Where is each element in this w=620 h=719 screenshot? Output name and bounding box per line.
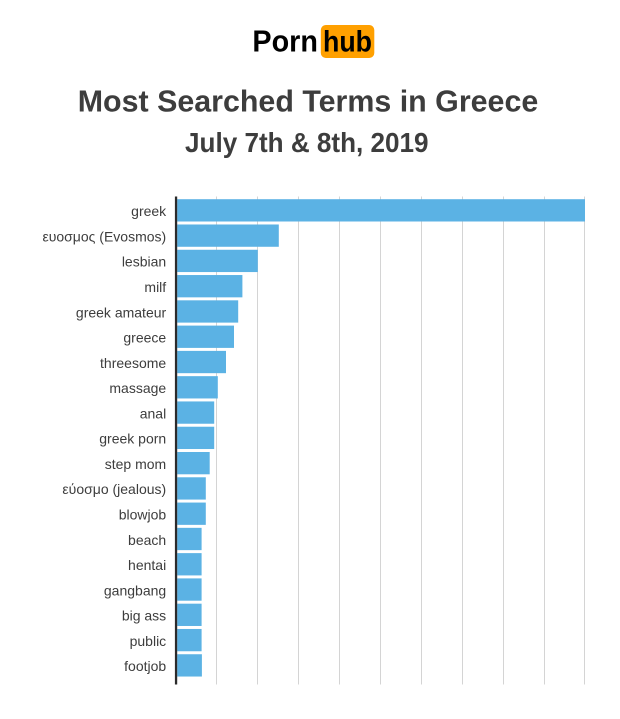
svg-text:massage: massage (109, 380, 166, 396)
svg-text:hub: hub (323, 26, 372, 59)
svg-text:greek: greek (131, 203, 167, 219)
svg-text:εύοσμο (jealous): εύοσμο (jealous) (62, 481, 166, 497)
svg-text:greece: greece (123, 330, 166, 346)
svg-text:threesome: threesome (100, 355, 166, 371)
svg-text:anal: anal (140, 405, 166, 421)
svg-text:blowjob: blowjob (119, 507, 167, 523)
svg-text:July 7th & 8th, 2019: July 7th & 8th, 2019 (185, 127, 429, 158)
svg-text:greek amateur: greek amateur (76, 304, 167, 320)
svg-text:gangbang: gangbang (104, 582, 166, 598)
svg-text:milf: milf (144, 279, 166, 295)
svg-text:ευοσμος (Evosmos): ευοσμος (Evosmos) (42, 228, 166, 244)
svg-text:Most Searched Terms in Greece: Most Searched Terms in Greece (78, 84, 539, 119)
svg-text:footjob: footjob (124, 658, 166, 674)
svg-text:big ass: big ass (122, 608, 166, 624)
svg-text:Porn: Porn (252, 24, 318, 59)
svg-text:beach: beach (128, 532, 166, 548)
svg-text:greek porn: greek porn (99, 431, 166, 447)
svg-text:hentai: hentai (128, 557, 166, 573)
svg-text:step mom: step mom (105, 456, 166, 472)
svg-text:public: public (130, 633, 167, 649)
svg-text:lesbian: lesbian (122, 254, 166, 270)
